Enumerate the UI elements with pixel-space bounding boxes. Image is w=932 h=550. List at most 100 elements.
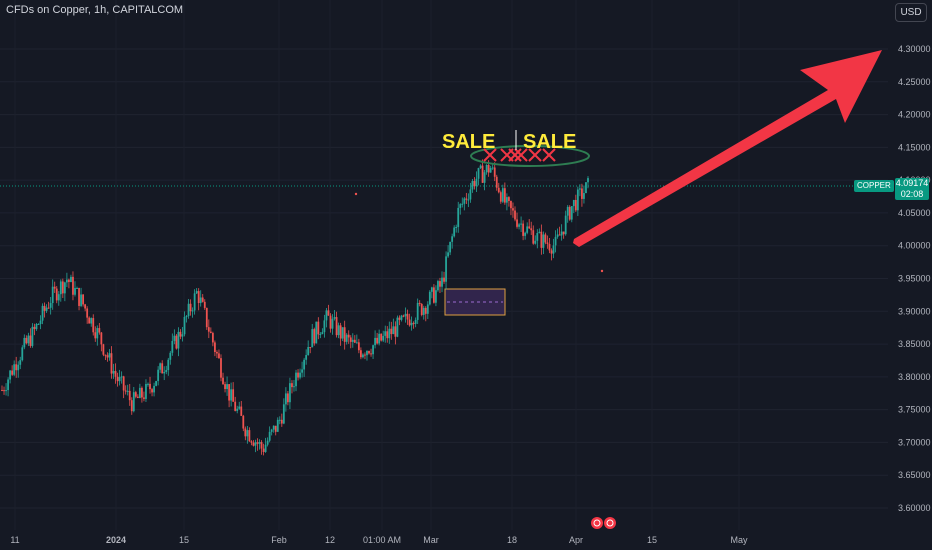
y-tick-label: 3.65000 <box>898 470 931 480</box>
candle-body <box>483 172 486 183</box>
candle-body <box>327 310 330 316</box>
x-mark <box>483 148 497 162</box>
candle-body <box>122 376 125 391</box>
candle-body <box>63 282 66 294</box>
candle-body <box>457 207 460 227</box>
candle-body <box>475 178 478 187</box>
candle-body <box>378 333 381 344</box>
y-tick-label: 4.05000 <box>898 208 931 218</box>
candle-body <box>477 168 480 179</box>
candle-body <box>236 408 239 411</box>
candle-body <box>134 392 137 397</box>
candle-body <box>9 370 12 380</box>
candle-body <box>520 223 522 225</box>
candle-body <box>430 287 433 292</box>
candle-body <box>384 331 387 336</box>
x-mark <box>508 148 522 162</box>
candle-body <box>112 371 115 374</box>
candle-body <box>47 307 50 309</box>
candle-body <box>124 390 127 392</box>
earnings-icon[interactable] <box>604 517 616 529</box>
candle-body <box>100 332 103 345</box>
x-mark <box>542 148 556 162</box>
x-tick-label: Mar <box>423 535 439 545</box>
y-tick-label: 3.75000 <box>898 405 931 415</box>
candle-body <box>110 353 113 374</box>
y-tick-label: 4.20000 <box>898 110 931 120</box>
candle-body <box>321 332 324 335</box>
candle-body <box>349 337 352 342</box>
candle-body <box>463 198 466 204</box>
candle-body <box>262 448 265 452</box>
candle-body <box>278 419 281 421</box>
candle-body <box>581 188 583 199</box>
candle-body <box>426 304 429 314</box>
candle-body <box>428 291 431 305</box>
y-axis: 3.60000 3.65000 3.70000 3.75000 3.80000 3.850… <box>898 44 931 513</box>
candle-body <box>489 168 492 173</box>
candle-body <box>27 335 30 344</box>
candle-body <box>94 332 97 339</box>
candle-body <box>153 385 155 393</box>
candle-body <box>270 429 273 432</box>
stray-dot <box>354 192 358 196</box>
candle-body <box>404 313 407 317</box>
candle-body <box>147 383 149 385</box>
earnings-icon[interactable] <box>591 517 603 529</box>
candle-body <box>252 442 255 446</box>
candle-body <box>556 234 559 237</box>
candle-body <box>21 347 24 361</box>
x-tick-label: 2024 <box>106 535 126 545</box>
candle-body <box>422 307 425 315</box>
candle-body <box>323 320 326 333</box>
candle-body <box>392 326 395 335</box>
candle-body <box>536 233 539 241</box>
candle-body <box>534 240 537 244</box>
candle-body <box>372 345 374 355</box>
candle-body <box>280 419 283 424</box>
candle-body <box>96 328 99 339</box>
candle-body <box>175 335 178 349</box>
candle-body <box>465 198 468 200</box>
candle-body <box>72 276 74 295</box>
candle-body <box>510 200 512 209</box>
candle-body <box>495 176 498 188</box>
x-mark <box>528 148 542 162</box>
x-tick-label: 18 <box>507 535 517 545</box>
candle-body <box>566 206 569 216</box>
candle-body <box>516 219 518 227</box>
candle-body <box>163 371 166 374</box>
candle-body <box>264 444 267 452</box>
candle-body <box>317 321 320 335</box>
currency-button[interactable]: USD <box>895 3 927 22</box>
candle-body <box>151 389 153 393</box>
candle-body <box>185 316 188 318</box>
x-mark <box>514 148 528 162</box>
candle-body <box>35 324 38 330</box>
y-tick-label: 4.25000 <box>898 77 931 87</box>
candle-body <box>420 303 423 315</box>
candle-body <box>396 317 399 337</box>
candle-body <box>173 335 176 341</box>
candle-body <box>138 387 141 399</box>
candle-body <box>564 215 567 235</box>
candle-body <box>181 334 184 337</box>
candle-body <box>380 333 383 341</box>
candle-body <box>29 335 32 346</box>
candles <box>1 159 589 456</box>
candle-body <box>157 369 160 382</box>
candle-body <box>78 287 80 306</box>
arrow-up-icon <box>573 50 882 247</box>
candle-body <box>141 387 143 398</box>
candle-body <box>183 316 186 335</box>
y-tick-label: 3.80000 <box>898 372 931 382</box>
candle-body <box>1 389 3 391</box>
candle-body <box>232 389 235 402</box>
candle-body <box>187 303 190 317</box>
candle-body <box>80 294 82 306</box>
candle-body <box>284 393 287 405</box>
candle-body <box>345 334 348 342</box>
candle-body <box>499 192 502 202</box>
candle-body <box>130 400 133 412</box>
